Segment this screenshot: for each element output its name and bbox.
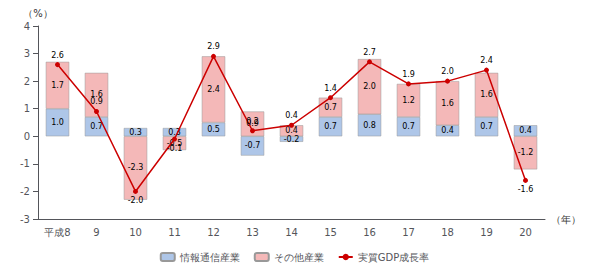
svg-text:2.7: 2.7 xyxy=(363,48,376,57)
svg-text:15: 15 xyxy=(324,227,337,238)
svg-text:20: 20 xyxy=(519,227,532,238)
svg-text:1: 1 xyxy=(24,103,30,114)
svg-text:10: 10 xyxy=(129,227,142,238)
svg-text:1.6: 1.6 xyxy=(480,90,493,99)
svg-text:12: 12 xyxy=(207,227,220,238)
svg-text:-1.6: -1.6 xyxy=(518,185,534,194)
svg-text:2.0: 2.0 xyxy=(363,82,376,91)
svg-text:0.4: 0.4 xyxy=(285,126,298,136)
svg-text:0.7: 0.7 xyxy=(480,122,493,131)
svg-text:0.9: 0.9 xyxy=(90,97,103,106)
svg-text:-0.1: -0.1 xyxy=(167,144,183,153)
svg-text:16: 16 xyxy=(363,227,376,238)
svg-text:0.3: 0.3 xyxy=(168,127,181,137)
svg-text:-2.3: -2.3 xyxy=(128,163,144,172)
svg-text:1.9: 1.9 xyxy=(402,70,415,79)
svg-text:0.7: 0.7 xyxy=(324,122,337,131)
svg-text:-1.2: -1.2 xyxy=(518,148,534,157)
svg-text:0.4: 0.4 xyxy=(519,126,532,135)
svg-text:0.3: 0.3 xyxy=(129,128,142,137)
svg-text:3: 3 xyxy=(24,48,30,59)
svg-text:13: 13 xyxy=(246,227,259,238)
svg-text:0.7: 0.7 xyxy=(324,103,337,112)
svg-text:0.4: 0.4 xyxy=(285,111,298,120)
svg-text:0.4: 0.4 xyxy=(441,126,454,135)
svg-text:（%）: （%） xyxy=(23,8,53,19)
svg-text:1.7: 1.7 xyxy=(51,81,64,90)
svg-text:0.7: 0.7 xyxy=(90,122,103,131)
svg-text:0.2: 0.2 xyxy=(246,117,259,126)
svg-text:-2.0: -2.0 xyxy=(128,196,144,205)
svg-text:19: 19 xyxy=(480,227,493,238)
svg-text:平成8: 平成8 xyxy=(44,227,70,238)
svg-text:その他産業: その他産業 xyxy=(274,252,324,263)
svg-text:1.0: 1.0 xyxy=(51,118,64,127)
svg-text:0.7: 0.7 xyxy=(402,122,415,131)
svg-text:実質GDP成長率: 実質GDP成長率 xyxy=(358,252,429,263)
svg-text:2.0: 2.0 xyxy=(441,67,454,76)
svg-text:2.4: 2.4 xyxy=(480,56,493,65)
svg-text:4: 4 xyxy=(24,21,30,32)
svg-text:-1: -1 xyxy=(20,158,30,169)
svg-text:9: 9 xyxy=(93,227,99,238)
svg-text:情報通信産業: 情報通信産業 xyxy=(179,252,240,263)
svg-text:11: 11 xyxy=(168,227,181,238)
svg-text:18: 18 xyxy=(441,227,454,238)
svg-text:1.6: 1.6 xyxy=(90,90,103,100)
svg-text:-2: -2 xyxy=(20,186,30,197)
svg-text:1.4: 1.4 xyxy=(324,84,337,93)
svg-text:2.9: 2.9 xyxy=(207,42,220,51)
svg-text:0: 0 xyxy=(24,131,30,142)
svg-text:-3: -3 xyxy=(20,214,30,225)
svg-text:14: 14 xyxy=(285,227,298,238)
svg-text:17: 17 xyxy=(402,227,415,238)
svg-text:0.8: 0.8 xyxy=(363,121,376,130)
svg-text:（年）: （年） xyxy=(551,214,581,225)
svg-text:1.6: 1.6 xyxy=(441,99,454,108)
svg-text:2: 2 xyxy=(24,76,30,87)
svg-text:-0.7: -0.7 xyxy=(245,141,261,150)
svg-text:2.6: 2.6 xyxy=(51,51,64,60)
svg-text:1.2: 1.2 xyxy=(402,96,415,105)
svg-text:0.5: 0.5 xyxy=(207,125,220,134)
svg-text:2.4: 2.4 xyxy=(207,85,220,94)
svg-text:-0.2: -0.2 xyxy=(284,135,300,144)
